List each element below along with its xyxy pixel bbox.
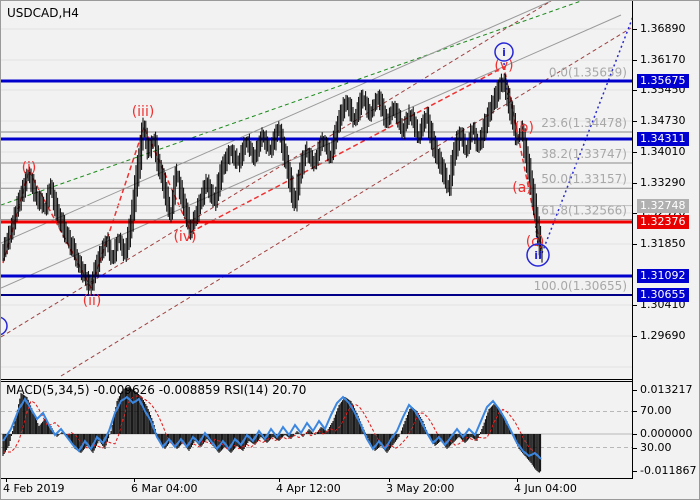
- price-badge: 1.32748: [637, 199, 689, 213]
- price-badge: 1.30655: [637, 288, 689, 302]
- date-label: 4 Feb 2019: [3, 482, 65, 495]
- macd-signal-line: [3, 395, 540, 458]
- axis-tick: [633, 448, 637, 449]
- axis-label: 70.00: [640, 404, 672, 417]
- elliott-wave-label: (i): [22, 160, 37, 176]
- fib-label: 61.8(1.32566): [541, 204, 627, 218]
- price-axis[interactable]: 1.36890 1.36170 1.35450 1.34730 1.34010 1.332…: [633, 1, 699, 499]
- axis-tick: [633, 29, 637, 30]
- axis-tick: [633, 411, 637, 412]
- elliott-wave-label: (c): [526, 234, 545, 250]
- macd-indicator-panel[interactable]: [1, 381, 632, 478]
- axis-tick: [633, 60, 637, 61]
- axis-label: 1.31850: [640, 237, 686, 250]
- elliott-wave-label: (b): [514, 120, 534, 136]
- elliott-wave-label: (ii): [83, 293, 102, 309]
- elliott-wave-label: (iii): [132, 104, 155, 120]
- trendline[interactable]: [541, 1, 632, 254]
- fib-label: 0.0(1.35659): [549, 66, 627, 80]
- price-badge: 1.35675: [637, 74, 689, 88]
- axis-label: 1.34010: [640, 145, 686, 158]
- price-badge: 1.31092: [637, 269, 689, 283]
- date-label: 3 May 20:00: [386, 482, 455, 495]
- axis-label: 1.36170: [640, 53, 686, 66]
- date-label: 4 Apr 12:00: [276, 482, 341, 495]
- trendline[interactable]: [1, 1, 552, 244]
- fib-label: 50.0(1.33157): [541, 172, 627, 186]
- axis-tick: [633, 244, 637, 245]
- axis-label: 1.29690: [640, 329, 686, 342]
- circled-wave-marker: [494, 42, 514, 62]
- wave-zigzag-line[interactable]: [2, 65, 542, 290]
- trendline[interactable]: [1, 1, 582, 206]
- date-tick: [279, 479, 280, 482]
- axis-label: -0.011867: [640, 464, 697, 477]
- date-tick: [134, 479, 135, 482]
- date-label: 4 Jun 04:00: [514, 482, 577, 495]
- circled-wave-marker: [526, 243, 550, 267]
- axis-label: 1.33290: [640, 176, 686, 189]
- axis-tick: [633, 305, 637, 306]
- date-tick: [517, 479, 518, 482]
- fib-label: 38.2(1.33747): [541, 147, 627, 161]
- axis-tick: [633, 390, 637, 391]
- indicator-panel-top-border: [1, 381, 633, 382]
- elliott-wave-label: (v): [494, 58, 513, 74]
- axis-label: 1.34730: [640, 114, 686, 127]
- date-axis[interactable]: 4 Feb 2019 6 Mar 04:00 4 Apr 12:00 3 May 20…: [1, 479, 633, 499]
- axis-label: 1.36890: [640, 22, 686, 35]
- trendline[interactable]: [60, 27, 632, 377]
- axis-tick: [633, 434, 637, 435]
- symbol-timeframe-label: USDCAD,H4: [7, 6, 79, 20]
- date-tick: [389, 479, 390, 482]
- axis-tick: [633, 152, 637, 153]
- axis-label: 30.00: [640, 441, 672, 454]
- trendline[interactable]: [1, 1, 552, 338]
- date-label: 6 Mar 04:00: [131, 482, 198, 495]
- circled-wave-label: ii: [534, 249, 542, 262]
- axis-tick: [633, 471, 637, 472]
- axis-tick: [633, 90, 637, 91]
- axis-label: 0.000000: [640, 427, 693, 440]
- rsi-line: [2, 395, 542, 460]
- fib-label: 23.6(1.34478): [541, 116, 627, 130]
- circled-wave-marker: [1, 316, 8, 336]
- price-badge: 1.32376: [637, 215, 689, 229]
- axis-tick: [633, 213, 637, 214]
- indicator-panel-bottom-border: [1, 478, 633, 479]
- axis-tick: [633, 121, 637, 122]
- date-tick: [6, 479, 7, 482]
- axis-label: 0.013217: [640, 383, 693, 396]
- price-badge: 1.34311: [637, 132, 689, 146]
- elliott-wave-label: (iv): [173, 229, 196, 245]
- main-panel-bottom-border: [1, 379, 633, 380]
- axis-border: [632, 1, 633, 478]
- elliott-wave-label: (a): [512, 180, 532, 196]
- fib-label: 100.0(1.30655): [534, 279, 627, 293]
- indicator-header-label: MACD(5,34,5) -0.009626 -0.008859 RSI(14)…: [6, 383, 307, 397]
- circled-wave-label: i: [502, 46, 506, 59]
- axis-tick: [633, 183, 637, 184]
- axis-tick: [633, 336, 637, 337]
- main-price-chart[interactable]: 0.0(1.35659) 23.6(1.34478) 38.2(1.33747) 50…: [1, 1, 632, 379]
